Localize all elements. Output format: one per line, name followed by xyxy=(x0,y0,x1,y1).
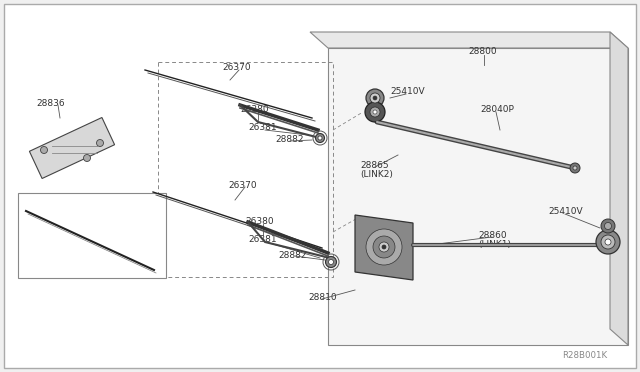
Text: 28040P: 28040P xyxy=(480,106,514,115)
Circle shape xyxy=(318,136,322,140)
Circle shape xyxy=(379,242,389,252)
Text: 26381: 26381 xyxy=(248,124,276,132)
Text: 28836: 28836 xyxy=(36,99,65,108)
Circle shape xyxy=(596,230,620,254)
Text: (LINK1): (LINK1) xyxy=(478,240,511,248)
FancyBboxPatch shape xyxy=(18,193,166,278)
Circle shape xyxy=(97,140,104,147)
Text: WIPER BLADE REFILLS: WIPER BLADE REFILLS xyxy=(26,263,122,273)
Text: 26381: 26381 xyxy=(248,235,276,244)
Text: 28882: 28882 xyxy=(275,135,303,144)
Text: 28865: 28865 xyxy=(360,160,388,170)
Text: 25410V: 25410V xyxy=(548,208,582,217)
Circle shape xyxy=(601,235,615,249)
Polygon shape xyxy=(355,215,413,280)
Text: 26370: 26370 xyxy=(222,64,251,73)
Text: 26380: 26380 xyxy=(240,106,269,115)
Circle shape xyxy=(370,93,380,103)
Text: 28800: 28800 xyxy=(468,48,497,57)
Text: 28810: 28810 xyxy=(308,294,337,302)
Circle shape xyxy=(370,107,380,117)
Text: 26380: 26380 xyxy=(245,218,274,227)
Polygon shape xyxy=(29,118,115,179)
Text: 26373M: 26373M xyxy=(70,237,106,246)
Circle shape xyxy=(83,154,90,161)
Circle shape xyxy=(382,245,386,249)
Polygon shape xyxy=(310,32,628,48)
Circle shape xyxy=(326,257,337,267)
Text: 28860: 28860 xyxy=(478,231,507,240)
Circle shape xyxy=(365,102,385,122)
Circle shape xyxy=(366,89,384,107)
Polygon shape xyxy=(328,48,628,345)
Circle shape xyxy=(328,260,333,264)
Circle shape xyxy=(605,222,611,230)
FancyBboxPatch shape xyxy=(4,4,636,368)
Circle shape xyxy=(373,96,377,100)
Circle shape xyxy=(573,166,577,170)
Text: 26370: 26370 xyxy=(228,180,257,189)
Text: 28882: 28882 xyxy=(278,250,307,260)
Circle shape xyxy=(40,147,47,154)
Text: (LINK2): (LINK2) xyxy=(360,170,393,179)
Circle shape xyxy=(366,229,402,265)
Text: R28B001K: R28B001K xyxy=(562,352,607,360)
Circle shape xyxy=(373,110,377,114)
Circle shape xyxy=(316,134,324,142)
Text: 25410V: 25410V xyxy=(390,87,424,96)
Circle shape xyxy=(605,239,611,245)
Circle shape xyxy=(601,219,615,233)
Circle shape xyxy=(373,236,395,258)
Polygon shape xyxy=(610,32,628,345)
Circle shape xyxy=(570,163,580,173)
